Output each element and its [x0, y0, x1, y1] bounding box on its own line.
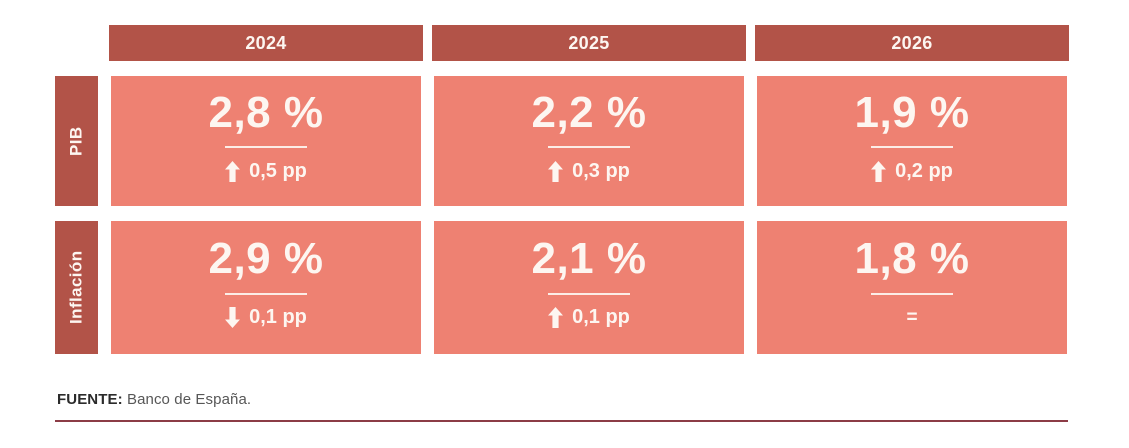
cell-value: 1,9 % — [854, 87, 970, 137]
cell-value: 2,1 % — [531, 234, 647, 284]
cell-value: 1,8 % — [854, 234, 970, 284]
source-note: FUENTE: Banco de España. — [57, 391, 251, 408]
cell-divider — [225, 146, 307, 149]
forecast-table: 2024 2025 2026 PIB 2,8 % 0,5 pp 2,2 % 0,… — [55, 25, 1069, 354]
revision-value: 0,1 pp — [249, 306, 307, 329]
cell-value: 2,9 % — [208, 234, 324, 284]
up-arrow-icon — [225, 160, 241, 182]
down-arrow-icon — [225, 307, 241, 329]
revision-value: 0,2 pp — [895, 159, 953, 182]
revision-value: 0,5 pp — [249, 159, 307, 182]
cell-inflacion-2024: 2,9 % 0,1 pp — [111, 221, 421, 354]
column-header-2024: 2024 — [109, 25, 423, 61]
cell-inflacion-2025: 2,1 % 0,1 pp — [434, 221, 744, 354]
revision-value: 0,3 pp — [572, 159, 630, 182]
cell-revision: 0,1 pp — [225, 306, 307, 330]
cell-revision: = — [906, 306, 917, 330]
cell-pib-2025: 2,2 % 0,3 pp — [434, 76, 744, 206]
column-header-2025: 2025 — [432, 25, 746, 61]
row-label-pib: PIB — [55, 76, 98, 206]
cell-revision: 0,3 pp — [548, 159, 630, 183]
cell-revision: 0,5 pp — [225, 159, 307, 183]
cell-value: 2,2 % — [531, 87, 647, 137]
row-label-inflacion: Inflación — [55, 221, 98, 354]
cell-revision: 0,1 pp — [548, 306, 630, 330]
footer-rule — [55, 420, 1068, 422]
corner-spacer — [55, 25, 98, 61]
cell-pib-2024: 2,8 % 0,5 pp — [111, 76, 421, 206]
cell-divider — [871, 292, 953, 295]
cell-pib-2026: 1,9 % 0,2 pp — [757, 76, 1067, 206]
cell-divider — [871, 146, 953, 149]
source-label: FUENTE: — [57, 391, 123, 408]
up-arrow-icon — [871, 160, 887, 182]
source-text: Banco de España. — [122, 391, 252, 408]
cell-revision: 0,2 pp — [871, 159, 953, 183]
up-arrow-icon — [548, 307, 564, 329]
cell-inflacion-2026: 1,8 % = — [757, 221, 1067, 354]
cell-divider — [225, 292, 307, 295]
revision-value: = — [906, 306, 918, 328]
cell-divider — [548, 292, 630, 295]
column-header-2026: 2026 — [755, 25, 1069, 61]
cell-divider — [548, 146, 630, 149]
revision-value: 0,1 pp — [572, 306, 630, 329]
up-arrow-icon — [548, 160, 564, 182]
cell-value: 2,8 % — [208, 87, 324, 137]
